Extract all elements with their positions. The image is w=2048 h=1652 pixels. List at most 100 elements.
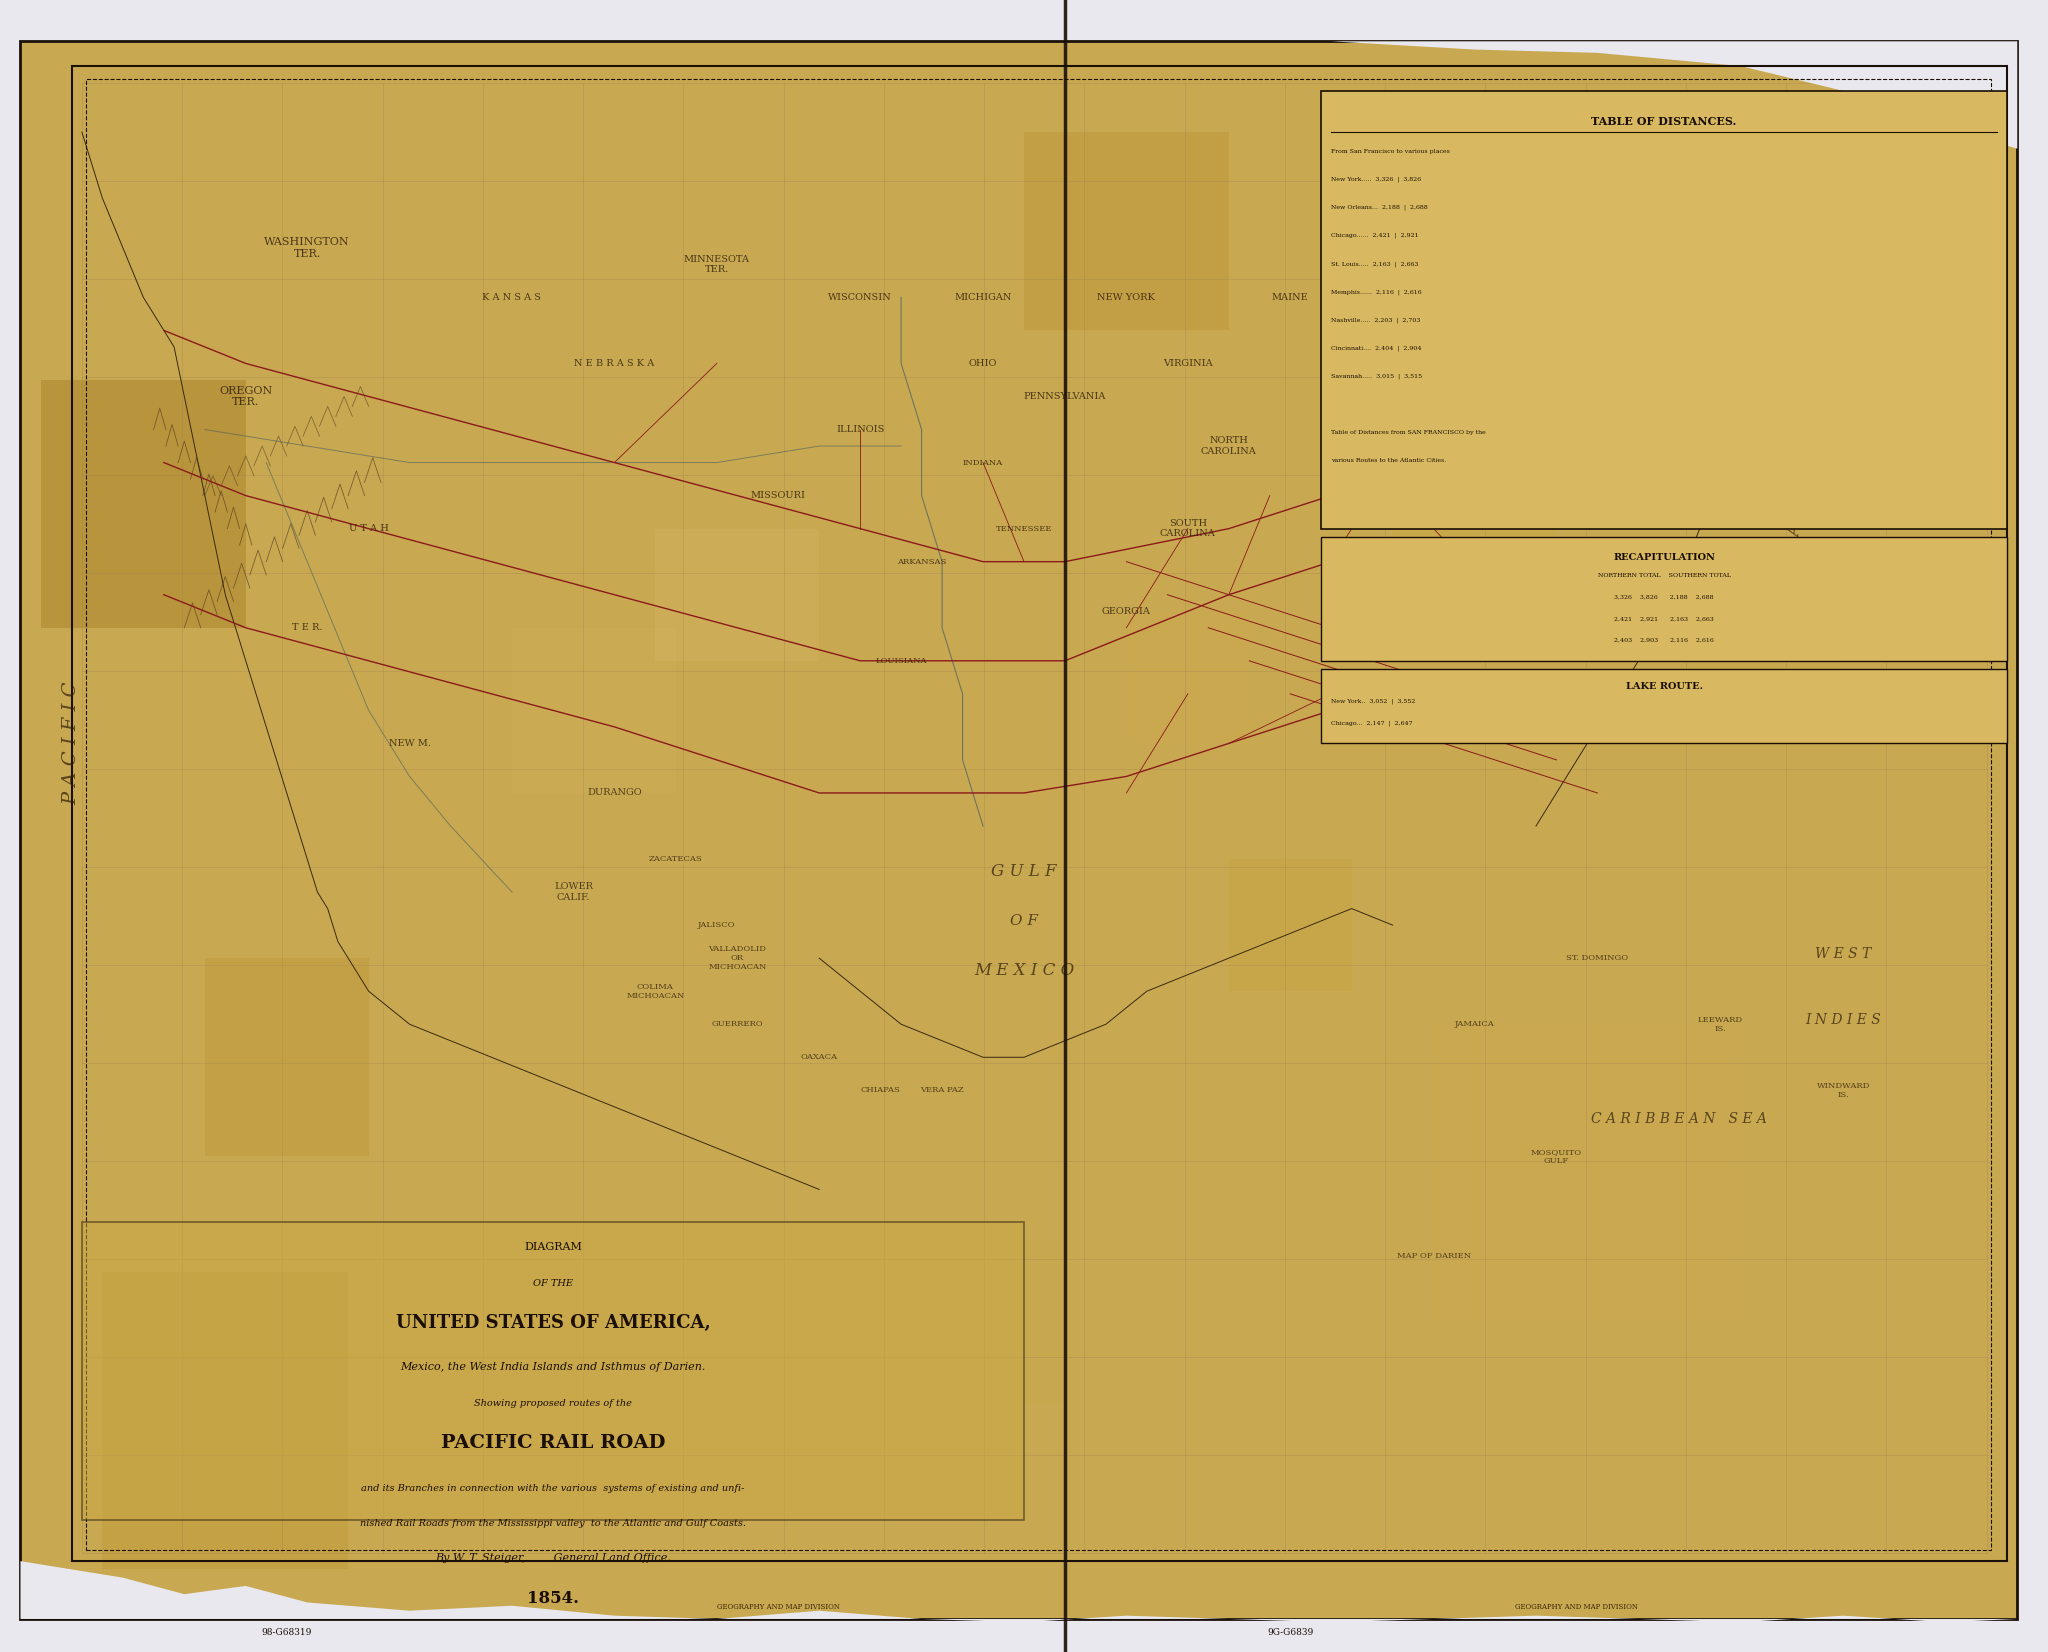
- Text: nished Rail Roads from the Mississippi valley  to the Atlantic and Gulf Coasts.: nished Rail Roads from the Mississippi v…: [360, 1518, 745, 1528]
- Text: Table of Distances from SAN FRANCISCO by the: Table of Distances from SAN FRANCISCO by…: [1331, 430, 1487, 434]
- Text: N E B R A S K A: N E B R A S K A: [573, 358, 655, 368]
- Text: ST. DOMINGO: ST. DOMINGO: [1567, 955, 1628, 961]
- Text: St. Louis.....  2,163  |  2,663: St. Louis..... 2,163 | 2,663: [1331, 261, 1419, 266]
- Text: M E X I C O: M E X I C O: [975, 961, 1073, 978]
- Text: From San Francisco to various places: From San Francisco to various places: [1331, 149, 1450, 154]
- Text: OAXACA: OAXACA: [801, 1054, 838, 1061]
- Text: MICHIGAN: MICHIGAN: [954, 292, 1012, 302]
- Text: W E S T: W E S T: [1815, 947, 1872, 961]
- Text: ARKANSAS: ARKANSAS: [897, 558, 946, 565]
- Bar: [1434, 1024, 1741, 1322]
- Text: 98-G68319: 98-G68319: [262, 1629, 311, 1637]
- Text: OF THE: OF THE: [532, 1279, 573, 1289]
- Bar: [655, 529, 819, 661]
- Text: LOWER
CALIF.: LOWER CALIF.: [553, 882, 594, 902]
- Text: 2,403    2,903      2,116    2,616: 2,403 2,903 2,116 2,616: [1614, 638, 1714, 643]
- Text: NORTH
CAROLINA: NORTH CAROLINA: [1200, 436, 1257, 456]
- Bar: [819, 1239, 1065, 1404]
- Bar: [41, 380, 246, 628]
- Text: JAMAICA: JAMAICA: [1454, 1021, 1495, 1028]
- Text: O F: O F: [1010, 914, 1038, 928]
- Bar: [1321, 537, 2007, 661]
- Text: Memphis......  2,116  |  2,616: Memphis...... 2,116 | 2,616: [1331, 289, 1421, 294]
- Text: TABLE OF DISTANCES.: TABLE OF DISTANCES.: [1591, 116, 1737, 127]
- Text: Nashville.....  2,203  |  2,703: Nashville..... 2,203 | 2,703: [1331, 317, 1421, 322]
- Text: 1854.: 1854.: [526, 1591, 580, 1607]
- Text: TENNESSEE: TENNESSEE: [995, 525, 1053, 532]
- Bar: [102, 1272, 348, 1569]
- Bar: [1229, 859, 1352, 991]
- Text: G U L F: G U L F: [991, 862, 1057, 879]
- Bar: [86, 79, 1991, 1550]
- Text: WASHINGTON
TER.: WASHINGTON TER.: [264, 236, 350, 259]
- Text: MINNESOTA
TER.: MINNESOTA TER.: [684, 254, 750, 274]
- Text: T E R.: T E R.: [293, 623, 322, 633]
- Text: PACIFIC RAIL ROAD: PACIFIC RAIL ROAD: [440, 1434, 666, 1452]
- Text: GEOGRAPHY AND MAP DIVISION: GEOGRAPHY AND MAP DIVISION: [1516, 1602, 1638, 1611]
- Text: PENNSYLVANIA: PENNSYLVANIA: [1024, 392, 1106, 401]
- Text: SOUTH
CAROLINA: SOUTH CAROLINA: [1159, 519, 1217, 539]
- Text: P A C I F I C: P A C I F I C: [63, 682, 80, 805]
- Text: JALISCO: JALISCO: [698, 922, 735, 928]
- Text: ILLINOIS: ILLINOIS: [836, 425, 885, 434]
- Text: INDIANA: INDIANA: [963, 459, 1004, 466]
- Text: LEEWARD
IS.: LEEWARD IS.: [1698, 1016, 1743, 1032]
- Text: C A R I B B E A N   S E A: C A R I B B E A N S E A: [1591, 1112, 1767, 1127]
- Bar: [512, 628, 676, 793]
- Text: NORTHERN TOTAL    SOUTHERN TOTAL: NORTHERN TOTAL SOUTHERN TOTAL: [1597, 573, 1731, 578]
- Bar: [1321, 91, 2007, 529]
- Bar: [1679, 578, 1843, 743]
- Text: various Routes to the Atlantic Cities.: various Routes to the Atlantic Cities.: [1331, 458, 1446, 463]
- Text: Chicago...  2,147  |  2,647: Chicago... 2,147 | 2,647: [1331, 720, 1413, 725]
- Text: New York..  3,052  |  3,552: New York.. 3,052 | 3,552: [1331, 699, 1415, 704]
- Text: LAKE ROUTE.: LAKE ROUTE.: [1626, 682, 1702, 691]
- Text: OREGON
TER.: OREGON TER.: [219, 385, 272, 408]
- Text: Chicago......  2,421  |  2,921: Chicago...... 2,421 | 2,921: [1331, 233, 1419, 238]
- Bar: [1321, 669, 2007, 743]
- Text: MISSOURI: MISSOURI: [752, 491, 805, 501]
- Polygon shape: [20, 1561, 2017, 1622]
- Text: A T L A N T I C: A T L A N T I C: [1786, 387, 1819, 539]
- Text: New York.....  3,326  |  3,826: New York..... 3,326 | 3,826: [1331, 177, 1421, 182]
- Text: VALLADOLID
OR
MICHOACAN: VALLADOLID OR MICHOACAN: [709, 945, 766, 971]
- Text: DIAGRAM: DIAGRAM: [524, 1242, 582, 1252]
- Text: CHIAPAS: CHIAPAS: [860, 1087, 901, 1094]
- Text: VIRGINIA: VIRGINIA: [1163, 358, 1212, 368]
- Text: WINDWARD
IS.: WINDWARD IS.: [1817, 1082, 1870, 1099]
- Bar: [307, 496, 553, 694]
- Text: Mexico, the West India Islands and Isthmus of Darien.: Mexico, the West India Islands and Isthm…: [399, 1361, 707, 1371]
- Text: New Orleans...  2,188  |  2,688: New Orleans... 2,188 | 2,688: [1331, 205, 1427, 210]
- Bar: [1126, 611, 1249, 743]
- Text: MAP OF DARIEN: MAP OF DARIEN: [1397, 1252, 1470, 1259]
- Text: RECAPITULATION: RECAPITULATION: [1614, 553, 1714, 562]
- Text: and its Branches in connection with the various  systems of existing and unfi-: and its Branches in connection with the …: [360, 1483, 745, 1493]
- Text: 2,421    2,921      2,163    2,663: 2,421 2,921 2,163 2,663: [1614, 616, 1714, 621]
- Bar: [205, 958, 369, 1156]
- Text: DURANGO: DURANGO: [588, 788, 641, 798]
- Text: UNITED STATES OF AMERICA,: UNITED STATES OF AMERICA,: [395, 1315, 711, 1332]
- Text: Savannah.....  3,015  |  3,515: Savannah..... 3,015 | 3,515: [1331, 373, 1421, 378]
- Bar: [1024, 132, 1229, 330]
- Text: GUERRERO: GUERRERO: [711, 1021, 764, 1028]
- Text: I N D I E S: I N D I E S: [1806, 1013, 1880, 1028]
- Text: GEOGRAPHY AND MAP DIVISION: GEOGRAPHY AND MAP DIVISION: [717, 1602, 840, 1611]
- Text: OHIO: OHIO: [969, 358, 997, 368]
- Text: Showing proposed routes of the: Showing proposed routes of the: [473, 1399, 633, 1408]
- Text: MOSQUITO
GULF: MOSQUITO GULF: [1532, 1148, 1581, 1165]
- Bar: [1393, 496, 1556, 661]
- Text: K A N S A S: K A N S A S: [483, 292, 541, 302]
- Text: GEORGIA: GEORGIA: [1102, 606, 1151, 616]
- Text: LOUISIANA: LOUISIANA: [874, 657, 928, 664]
- Text: MAINE: MAINE: [1272, 292, 1309, 302]
- Text: Cincinnati....  2,404  |  2,904: Cincinnati.... 2,404 | 2,904: [1331, 345, 1421, 350]
- Bar: [82, 1222, 1024, 1520]
- Text: NEW M.: NEW M.: [389, 738, 430, 748]
- Text: ZACATECAS: ZACATECAS: [649, 856, 702, 862]
- Text: WISCONSIN: WISCONSIN: [827, 292, 893, 302]
- Text: NEW YORK: NEW YORK: [1098, 292, 1155, 302]
- Text: VERA PAZ: VERA PAZ: [920, 1087, 965, 1094]
- Text: 9G-G6839: 9G-G6839: [1268, 1629, 1313, 1637]
- Text: COLIMA
MICHOACAN: COLIMA MICHOACAN: [627, 983, 684, 999]
- Text: 3,326    3,826      2,188    2,688: 3,326 3,826 2,188 2,688: [1614, 595, 1714, 600]
- Text: U T A H: U T A H: [348, 524, 389, 534]
